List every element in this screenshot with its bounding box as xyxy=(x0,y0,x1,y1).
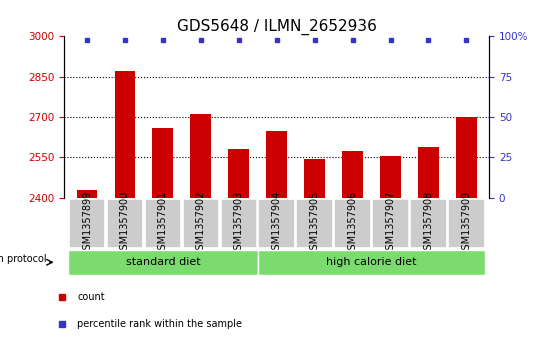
Bar xyxy=(304,159,325,198)
Text: GSM1357902: GSM1357902 xyxy=(196,191,206,256)
Title: GDS5648 / ILMN_2652936: GDS5648 / ILMN_2652936 xyxy=(177,19,377,35)
Bar xyxy=(342,151,363,198)
Bar xyxy=(228,150,249,198)
Text: GSM1357908: GSM1357908 xyxy=(423,191,433,256)
FancyBboxPatch shape xyxy=(107,199,143,248)
Text: GSM1357909: GSM1357909 xyxy=(461,191,471,256)
Bar xyxy=(153,128,173,198)
Text: GSM1357907: GSM1357907 xyxy=(386,191,396,256)
Text: growth protocol: growth protocol xyxy=(0,254,46,264)
FancyBboxPatch shape xyxy=(372,199,409,248)
FancyBboxPatch shape xyxy=(221,199,257,248)
FancyBboxPatch shape xyxy=(145,199,181,248)
Text: GSM1357904: GSM1357904 xyxy=(272,191,282,256)
FancyBboxPatch shape xyxy=(296,199,333,248)
FancyBboxPatch shape xyxy=(410,199,447,248)
Bar xyxy=(456,117,477,198)
Text: GSM1357900: GSM1357900 xyxy=(120,191,130,256)
Bar xyxy=(418,147,439,198)
Bar xyxy=(191,114,211,198)
Bar xyxy=(266,131,287,198)
FancyBboxPatch shape xyxy=(183,199,219,248)
FancyBboxPatch shape xyxy=(68,250,258,274)
Text: high calorie diet: high calorie diet xyxy=(326,257,417,267)
FancyBboxPatch shape xyxy=(258,199,295,248)
Bar xyxy=(77,190,97,198)
Text: GSM1357906: GSM1357906 xyxy=(348,191,358,256)
Text: GSM1357903: GSM1357903 xyxy=(234,191,244,256)
Text: count: count xyxy=(77,292,105,302)
FancyBboxPatch shape xyxy=(258,250,485,274)
Text: GSM1357901: GSM1357901 xyxy=(158,191,168,256)
Bar xyxy=(380,156,401,198)
FancyBboxPatch shape xyxy=(448,199,485,248)
Text: GSM1357899: GSM1357899 xyxy=(82,191,92,256)
Text: percentile rank within the sample: percentile rank within the sample xyxy=(77,319,242,329)
Text: standard diet: standard diet xyxy=(126,257,200,267)
FancyBboxPatch shape xyxy=(334,199,371,248)
FancyBboxPatch shape xyxy=(69,199,105,248)
Bar xyxy=(115,71,135,198)
Text: GSM1357905: GSM1357905 xyxy=(310,191,320,256)
